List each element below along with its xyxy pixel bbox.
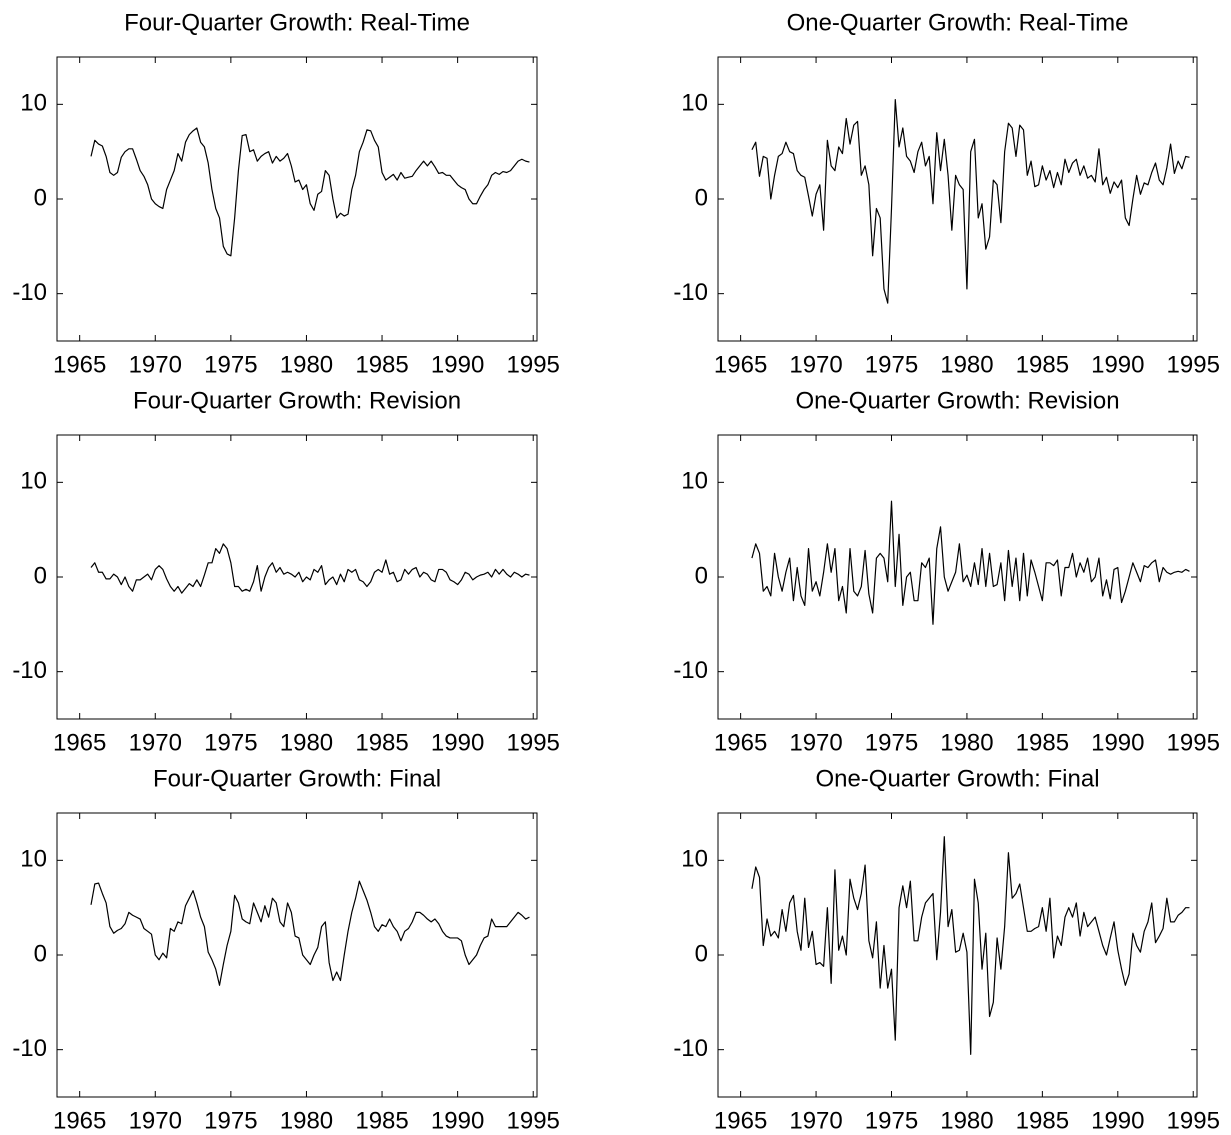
data-line bbox=[90, 127, 530, 257]
x-tick-label: 1970 bbox=[789, 351, 842, 378]
panel-title: One-Quarter Growth: Revision bbox=[795, 387, 1119, 414]
x-tick-label: 1990 bbox=[1091, 351, 1144, 378]
panel-title: Four-Quarter Growth: Revision bbox=[133, 387, 461, 414]
x-tick-label: 1995 bbox=[1167, 351, 1220, 378]
x-tick-label: 1990 bbox=[431, 351, 484, 378]
data-line bbox=[751, 99, 1190, 304]
y-tick-label: -10 bbox=[673, 1035, 708, 1062]
x-tick-label: 1975 bbox=[204, 1107, 257, 1134]
x-tick-label: 1995 bbox=[1167, 729, 1220, 756]
x-tick-label: 1970 bbox=[789, 729, 842, 756]
x-tick-label: 1995 bbox=[507, 729, 560, 756]
x-tick-label: 1980 bbox=[940, 1107, 993, 1134]
panel-title: Four-Quarter Growth: Real-Time bbox=[124, 9, 470, 36]
plot-frame bbox=[717, 56, 1198, 342]
y-tick-label: 0 bbox=[695, 940, 708, 967]
x-tick-label: 1995 bbox=[1167, 1107, 1220, 1134]
y-tick-label: 10 bbox=[20, 90, 47, 117]
x-tick-label: 1995 bbox=[507, 1107, 560, 1134]
y-tick-label: -10 bbox=[673, 657, 708, 684]
x-tick-label: 1965 bbox=[53, 351, 106, 378]
y-tick-label: -10 bbox=[673, 279, 708, 306]
x-tick-label: 1990 bbox=[431, 1107, 484, 1134]
x-tick-label: 1970 bbox=[129, 1107, 182, 1134]
x-tick-label: 1990 bbox=[1091, 1107, 1144, 1134]
x-tick-label: 1980 bbox=[280, 729, 333, 756]
plot-frame bbox=[717, 812, 1198, 1098]
x-tick-label: 1980 bbox=[280, 351, 333, 378]
x-tick-label: 1985 bbox=[355, 729, 408, 756]
x-tick-label: 1975 bbox=[204, 351, 257, 378]
x-tick-label: 1985 bbox=[1016, 1107, 1069, 1134]
x-tick-label: 1985 bbox=[1016, 729, 1069, 756]
y-tick-label: -10 bbox=[12, 279, 47, 306]
y-tick-label: 0 bbox=[695, 184, 708, 211]
data-line bbox=[751, 836, 1190, 1055]
data-line bbox=[90, 543, 530, 594]
panel-title: One-Quarter Growth: Real-Time bbox=[787, 9, 1129, 36]
y-tick-label: 10 bbox=[681, 90, 708, 117]
x-tick-label: 1975 bbox=[865, 1107, 918, 1134]
x-tick-label: 1965 bbox=[53, 1107, 106, 1134]
x-tick-label: 1985 bbox=[355, 1107, 408, 1134]
x-tick-label: 1990 bbox=[431, 729, 484, 756]
x-tick-label: 1990 bbox=[1091, 729, 1144, 756]
x-tick-label: 1980 bbox=[940, 729, 993, 756]
plot-frame bbox=[717, 434, 1198, 720]
y-tick-label: 10 bbox=[20, 846, 47, 873]
x-tick-label: 1970 bbox=[129, 351, 182, 378]
y-tick-label: 10 bbox=[681, 468, 708, 495]
data-line bbox=[751, 500, 1190, 625]
x-tick-label: 1965 bbox=[714, 729, 767, 756]
y-tick-label: 0 bbox=[695, 562, 708, 589]
y-tick-label: 10 bbox=[20, 468, 47, 495]
x-tick-label: 1975 bbox=[204, 729, 257, 756]
plot-frame bbox=[56, 56, 538, 342]
x-tick-label: 1965 bbox=[714, 351, 767, 378]
x-tick-label: 1995 bbox=[507, 351, 560, 378]
panel-title: One-Quarter Growth: Final bbox=[815, 765, 1099, 792]
y-tick-label: 10 bbox=[681, 846, 708, 873]
y-tick-label: 0 bbox=[34, 184, 47, 211]
x-tick-label: 1970 bbox=[129, 729, 182, 756]
y-tick-label: -10 bbox=[12, 657, 47, 684]
y-tick-label: 0 bbox=[34, 940, 47, 967]
x-tick-label: 1970 bbox=[789, 1107, 842, 1134]
x-tick-label: 1975 bbox=[865, 351, 918, 378]
x-tick-label: 1980 bbox=[940, 351, 993, 378]
x-tick-label: 1985 bbox=[355, 351, 408, 378]
x-tick-label: 1980 bbox=[280, 1107, 333, 1134]
y-tick-label: 0 bbox=[34, 562, 47, 589]
plot-frame bbox=[56, 434, 538, 720]
x-tick-label: 1965 bbox=[53, 729, 106, 756]
panel-title: Four-Quarter Growth: Final bbox=[153, 765, 441, 792]
x-tick-label: 1975 bbox=[865, 729, 918, 756]
data-line bbox=[90, 880, 530, 986]
y-tick-label: -10 bbox=[12, 1035, 47, 1062]
x-tick-label: 1965 bbox=[714, 1107, 767, 1134]
x-tick-label: 1985 bbox=[1016, 351, 1069, 378]
